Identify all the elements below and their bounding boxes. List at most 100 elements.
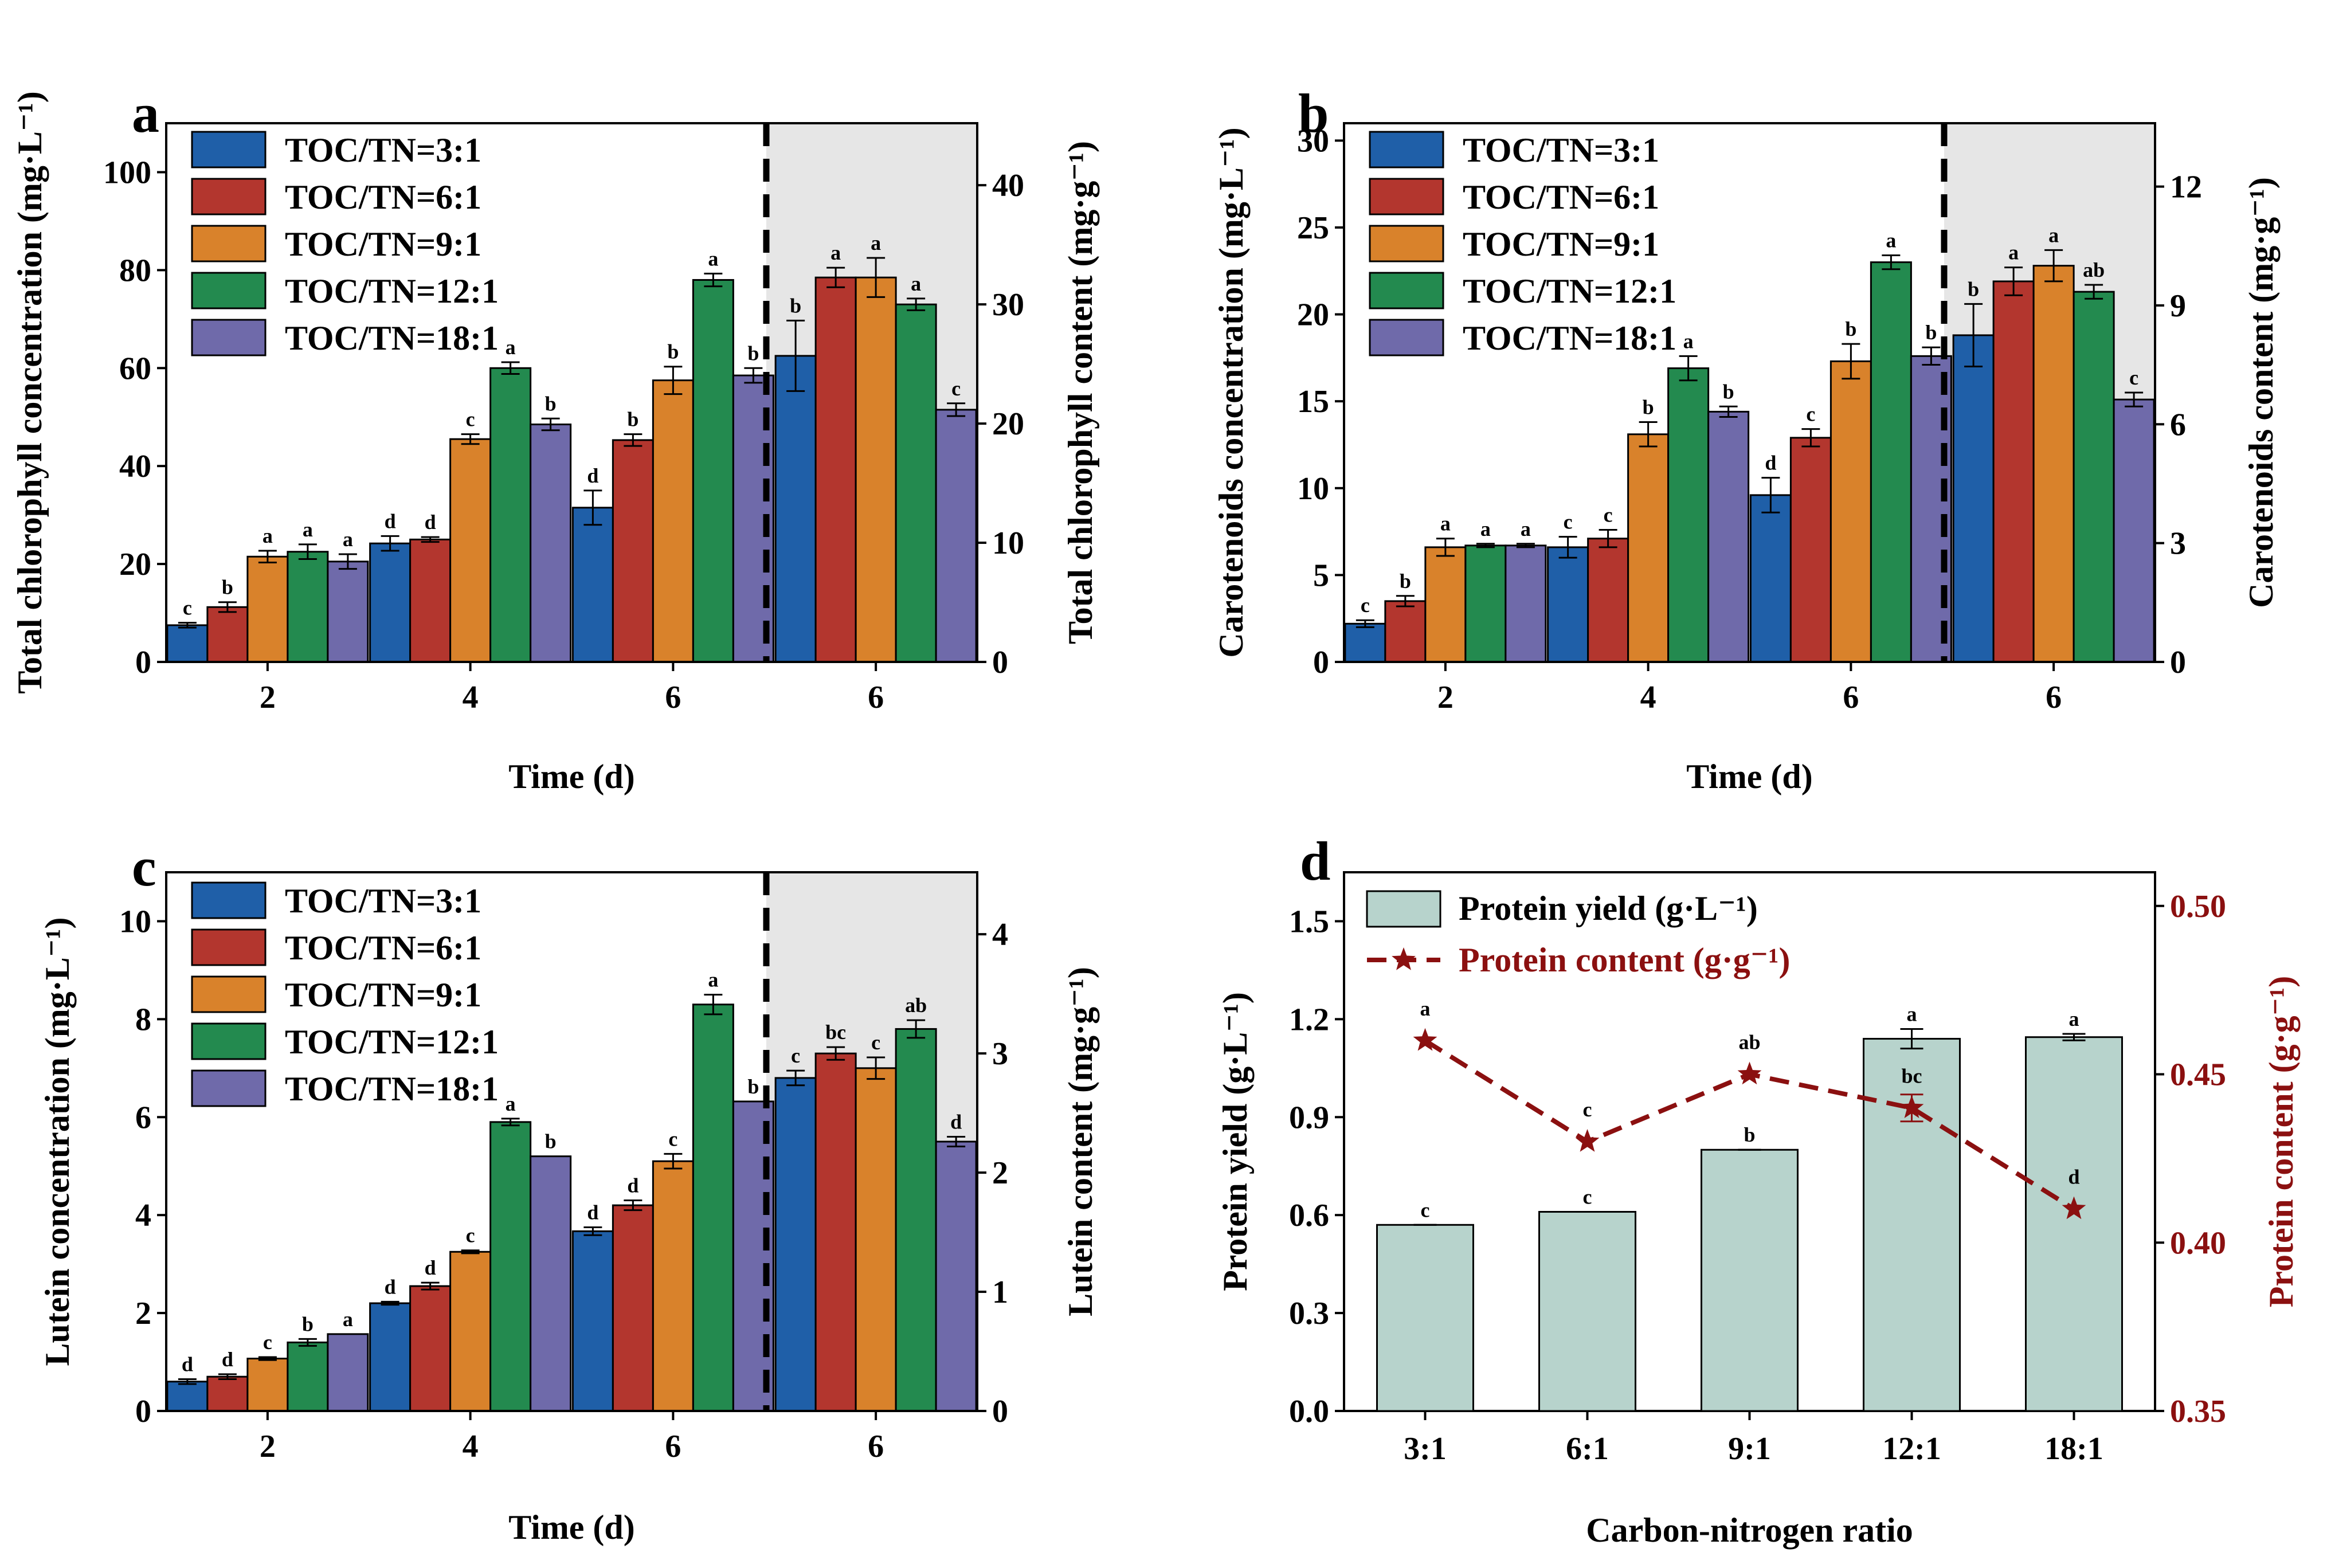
- y-right-tick-label: 0.35: [2170, 1394, 2226, 1429]
- significance-letter: d: [587, 1201, 598, 1224]
- significance-letter: c: [2129, 366, 2138, 389]
- bar: [1952, 334, 1995, 663]
- y-right-tick-label: 30: [992, 287, 1024, 323]
- significance-letter: c: [871, 1031, 880, 1054]
- significance-letter: a: [1683, 330, 1694, 352]
- significance-letter: d: [425, 511, 436, 534]
- significance-letter: c: [668, 1127, 677, 1150]
- x-tick-label: 3:1: [1404, 1431, 1447, 1467]
- legend-label: TOC/TN=3:1: [285, 882, 481, 920]
- legend-label: TOC/TN=6:1: [285, 929, 481, 967]
- significance-letter: a: [343, 528, 353, 551]
- y-tick-label: 0: [1313, 645, 1329, 680]
- bar: [2113, 398, 2155, 663]
- y-tick-label: 0.9: [1289, 1100, 1329, 1135]
- bar: [369, 1302, 412, 1412]
- y-tick-label: 80: [119, 253, 151, 288]
- panel-letter: b: [1298, 83, 1329, 144]
- plot-frame: [165, 871, 978, 1412]
- significance-letter: a: [343, 1308, 353, 1331]
- legend-swatch: [1369, 131, 1444, 168]
- y-right-tick-label: 0: [992, 1394, 1008, 1429]
- panel-b: ccdbbccaabbaaaaababbc0510152025300369122…: [1212, 83, 2280, 795]
- panel-a: c d d b b d b a a c b a a a a a a b b c 0 20 40 60 80 100 0 10 20 30 4…: [11, 83, 1099, 795]
- protein-content-marker: [1575, 1129, 1600, 1152]
- significance-letter: c: [1583, 1098, 1592, 1121]
- legend-label: TOC/TN=12:1: [285, 272, 499, 310]
- significance-letter: b: [1400, 570, 1411, 593]
- x-tick-label: 2: [1437, 680, 1454, 715]
- significance-letter: d: [1765, 452, 1776, 475]
- significance-letter: c: [1583, 1185, 1592, 1208]
- x-tick-label: 6: [1843, 680, 1859, 715]
- bar: [1547, 546, 1589, 663]
- y-tick-label: 1.2: [1289, 1002, 1329, 1037]
- legend-label: TOC/TN=9:1: [285, 976, 481, 1014]
- y-tick-label: 0.3: [1289, 1296, 1329, 1331]
- significance-letter: a: [708, 969, 718, 991]
- x-tick-label: 9:1: [1728, 1431, 1771, 1467]
- legend-label: TOC/TN=3:1: [1463, 131, 1659, 169]
- x-tick-label: 4: [463, 680, 479, 715]
- y-right-tick-label: 1: [992, 1275, 1008, 1310]
- y-right-tick-label: 20: [992, 406, 1024, 442]
- y-tick-label: 40: [119, 449, 151, 484]
- bar: [1992, 280, 2035, 663]
- y-right-axis-label: Total chlorophyll content (mg·g⁻¹): [1061, 141, 1099, 644]
- significance-letter: bc: [825, 1021, 846, 1044]
- bar: [1789, 437, 1832, 663]
- significance-letter: a: [1886, 229, 1896, 252]
- significance-letter: a: [506, 1092, 516, 1115]
- y-right-tick-label: 9: [2170, 288, 2186, 324]
- x-tick-label: 18:1: [2044, 1431, 2103, 1467]
- legend-label: TOC/TN=18:1: [1463, 319, 1676, 357]
- legend-label: TOC/TN=6:1: [1463, 178, 1659, 216]
- y-tick-label: 15: [1297, 384, 1329, 420]
- protein-content-marker: [1899, 1095, 1924, 1118]
- y-axis-label: Lutein concentration (mg·L⁻¹): [38, 918, 76, 1366]
- bar: [652, 379, 694, 663]
- bar: [652, 1160, 694, 1412]
- bar: [449, 438, 492, 663]
- bar: [855, 276, 897, 663]
- y-right-tick-label: 40: [992, 168, 1024, 203]
- significance-letter: b: [790, 294, 801, 317]
- panel-letter: d: [1300, 830, 1330, 892]
- significance-letter: a: [1440, 512, 1451, 535]
- significance-letter: d: [2068, 1166, 2079, 1189]
- significance-letter: bc: [1902, 1064, 1922, 1087]
- significance-letter: c: [1361, 594, 1370, 617]
- significance-letter: c: [791, 1044, 800, 1067]
- legend-swatch: [1369, 319, 1444, 356]
- bar: [530, 1155, 572, 1412]
- legend-marker: [1392, 947, 1416, 970]
- bar: [935, 409, 977, 663]
- legend-swatch: [1366, 890, 1441, 928]
- legend-label: TOC/TN=12:1: [1463, 272, 1676, 310]
- y-right-tick-label: 6: [2170, 407, 2186, 442]
- significance-letter: a: [2008, 241, 2019, 264]
- significance-letter: b: [302, 1312, 314, 1335]
- bar: [287, 1341, 329, 1412]
- protein-yield-bar: [1538, 1210, 1636, 1412]
- y-right-tick-label: 0.50: [2170, 889, 2226, 924]
- bar: [369, 542, 412, 663]
- significance-letter: c: [1564, 511, 1573, 534]
- legend-label: TOC/TN=9:1: [285, 225, 481, 263]
- bar: [692, 1003, 734, 1412]
- bar: [2032, 265, 2075, 663]
- significance-letter: ab: [1738, 1031, 1760, 1054]
- bar: [1384, 600, 1427, 663]
- significance-letter: a: [1521, 518, 1531, 540]
- significance-letter: b: [545, 1130, 557, 1153]
- y-tick-label: 25: [1297, 210, 1329, 246]
- legend-label: Protein content (g·g⁻¹): [1459, 941, 1790, 979]
- bar: [1910, 355, 1952, 663]
- bar: [166, 624, 209, 663]
- legend-label: TOC/TN=18:1: [285, 319, 499, 357]
- bar: [935, 1140, 977, 1412]
- y-tick-label: 60: [119, 351, 151, 386]
- legend-swatch: [191, 272, 267, 309]
- x-tick-label: 4: [1640, 680, 1656, 715]
